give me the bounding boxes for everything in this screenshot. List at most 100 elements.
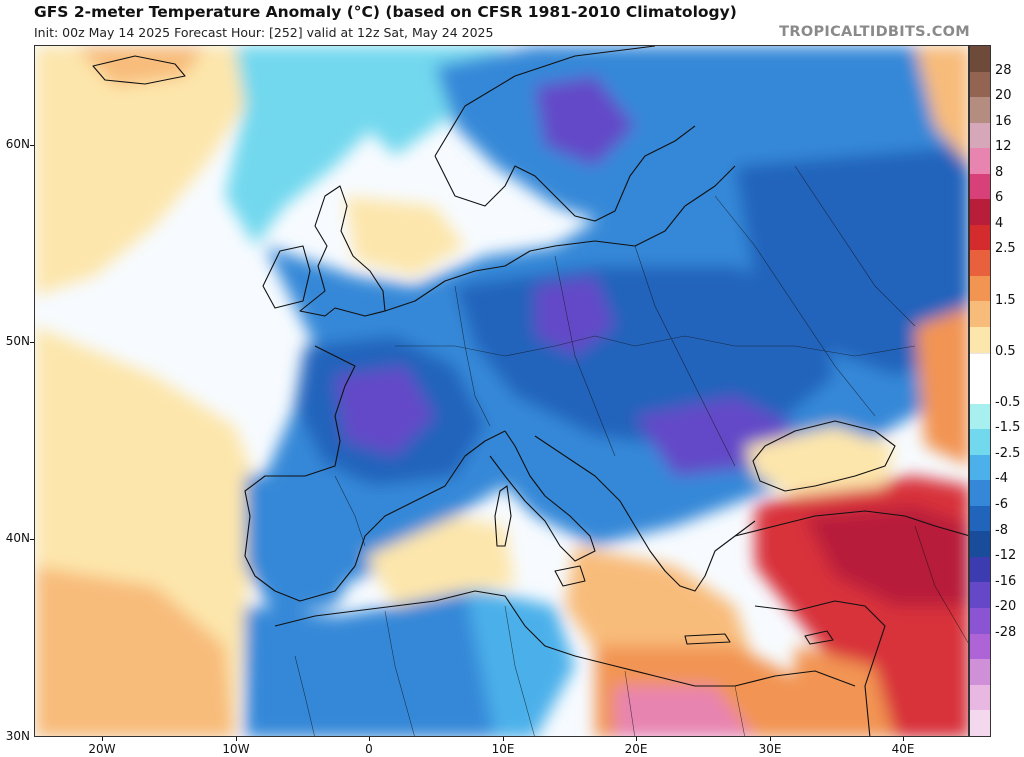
anomaly-map[interactable] [34, 45, 969, 737]
lat-label-40n: 40N [5, 531, 30, 545]
colorbar-label: -4 [995, 471, 1008, 487]
colorbar-segment [970, 556, 990, 583]
lat-label-30n: 30N [5, 729, 30, 743]
map-title: GFS 2-meter Temperature Anomaly (°C) (ba… [34, 3, 737, 21]
colorbar-segment [970, 659, 990, 685]
colorbar-segment [970, 531, 990, 557]
france-purple [335, 366, 435, 456]
colorbar-segment [970, 480, 990, 506]
colorbar-label: 8 [995, 164, 1004, 180]
lon-tick [503, 737, 504, 741]
norway-coast [434, 46, 696, 222]
anatolia-coast [734, 510, 968, 736]
colorbar-label: 2.5 [995, 241, 1016, 257]
colorbar-segment [970, 710, 990, 736]
colorbar-segment [970, 250, 990, 276]
colorbar-label: 20 [995, 88, 1012, 104]
lon-tick [236, 737, 237, 741]
colorbar-segment [970, 608, 990, 634]
border-line [794, 165, 916, 327]
lon-tick [770, 737, 771, 741]
balkan-coast [534, 435, 756, 592]
border-line [294, 605, 745, 736]
colorbar-segment [970, 301, 990, 328]
lon-label-10w: 10W [222, 742, 250, 756]
colorbar-segment [970, 429, 990, 455]
brand-watermark[interactable]: TROPICALTIDBITS.COM [779, 24, 970, 40]
atlantic-coast [244, 345, 506, 602]
lat-tick [30, 539, 34, 540]
italy-coast [489, 430, 596, 562]
colorbar-label: 4 [995, 215, 1004, 231]
colorbar-label: -12 [995, 548, 1017, 564]
iceland-coast [92, 55, 186, 85]
colorbar-label: -2.5 [995, 445, 1021, 461]
colorbar-segment [970, 46, 990, 72]
lon-tick [636, 737, 637, 741]
colorbar-label: -8 [995, 522, 1008, 538]
lon-label-30e: 30E [758, 742, 782, 756]
lon-label-0: 0 [365, 742, 373, 756]
atlantic-orange-south [35, 566, 235, 736]
coastlines [92, 46, 968, 736]
great-britain-coast [299, 185, 386, 317]
lon-label-40e: 40E [891, 742, 915, 756]
colorbar-label: -1.5 [995, 420, 1021, 436]
colorbar-label: -0.5 [995, 394, 1021, 410]
corsica-sardinia [494, 485, 512, 547]
atlantic-cyan-band [225, 46, 375, 246]
lon-label-20e: 20E [624, 742, 648, 756]
colorbar-label: 1.5 [995, 292, 1016, 308]
colorbar-segment [970, 199, 990, 225]
lat-label-60n: 60N [5, 137, 30, 151]
ireland-coast [262, 245, 311, 309]
black-sea-coast [752, 420, 896, 492]
forecast-info: Init: 00z May 14 2025 Forecast Hour: [25… [34, 25, 494, 40]
colorbar-segment [970, 352, 990, 379]
lon-label-20w: 20W [88, 742, 116, 756]
colorbar-label: 12 [995, 139, 1012, 155]
iberia-cold [245, 466, 375, 616]
borders [294, 165, 968, 736]
colorbar-label: -28 [995, 624, 1017, 640]
sicily [554, 565, 586, 587]
lon-tick [903, 737, 904, 741]
anatolia-dark [805, 506, 968, 606]
colorbar-label: -6 [995, 497, 1008, 512]
north-sea-warm [345, 196, 465, 276]
cyprus [804, 630, 834, 645]
caspian-orange [915, 306, 968, 466]
egypt-orange [795, 646, 895, 736]
colorbar-segment [970, 71, 990, 98]
colorbar-segment [970, 403, 990, 430]
colorbar-label: -20 [995, 599, 1017, 615]
north-africa-cold [245, 586, 515, 736]
algeria-light-cold [465, 586, 575, 736]
lon-tick [369, 737, 370, 741]
scandinavia-purple [535, 76, 635, 166]
colorbar [969, 45, 991, 737]
colorbar-segment [970, 378, 990, 404]
west-med-warm [365, 516, 515, 606]
atlantic-warm-region [35, 46, 245, 296]
border-line [634, 245, 736, 467]
colorbar-label: 6 [995, 190, 1004, 206]
north-continental-coast [384, 165, 736, 312]
lon-label-10e: 10E [491, 742, 515, 756]
colorbar-segment [970, 224, 990, 251]
anomaly-map-canvas [35, 46, 968, 736]
colorbar-segment [970, 173, 990, 200]
colorbar-segment [970, 122, 990, 149]
colorbar-segment [970, 454, 990, 481]
border-line [914, 525, 968, 644]
border-line [454, 285, 491, 427]
colorbar-segment [970, 97, 990, 123]
colorbar-segment [970, 505, 990, 532]
colorbar-label: -16 [995, 573, 1017, 589]
colorbar-label: 0.5 [995, 343, 1016, 359]
colorbar-segment [970, 148, 990, 174]
colorbar-label: 16 [995, 113, 1012, 129]
lat-label-50n: 50N [5, 334, 30, 348]
colorbar-segment [970, 684, 990, 711]
lat-tick [30, 342, 34, 343]
